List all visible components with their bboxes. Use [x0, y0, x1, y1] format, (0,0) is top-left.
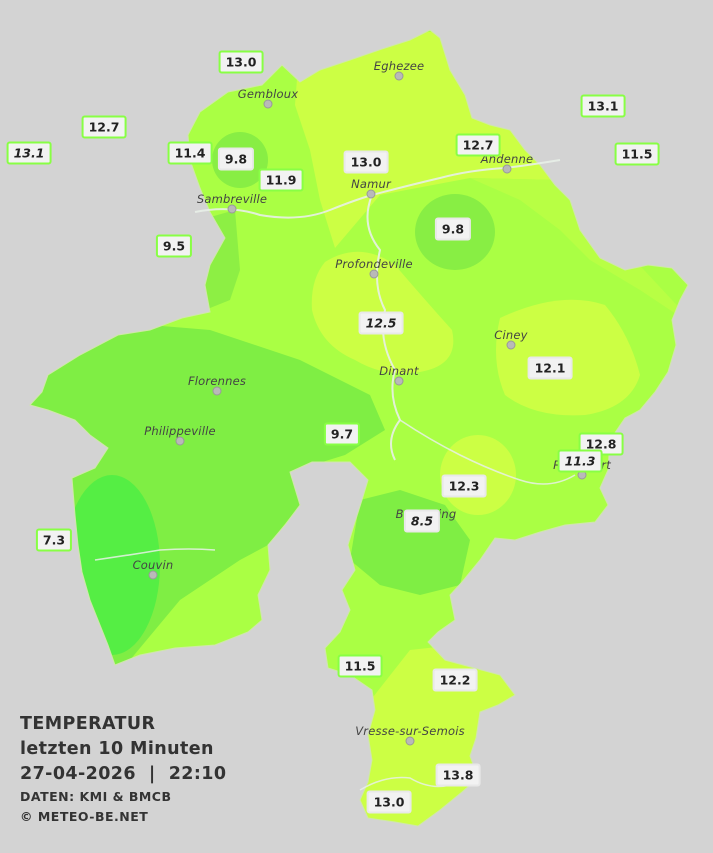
temperature-reading[interactable]: 13.0 — [218, 50, 264, 74]
temperature-reading[interactable]: 12.2 — [432, 668, 478, 692]
city-label: Florennes — [187, 374, 247, 388]
temperature-reading[interactable]: 7.3 — [35, 528, 73, 552]
temperature-reading[interactable]: 9.5 — [155, 234, 193, 258]
city-marker — [175, 436, 185, 446]
city-marker — [227, 204, 237, 214]
temperature-reading[interactable]: 11.5 — [614, 142, 660, 166]
temperature-reading[interactable]: 12.1 — [527, 356, 573, 380]
temperature-reading[interactable]: 12.8 — [578, 432, 624, 456]
temperature-reading[interactable]: 13.8 — [435, 763, 481, 787]
temperature-reading[interactable]: 9.8 — [434, 217, 472, 241]
river-lesse — [399, 419, 576, 485]
city-marker — [394, 376, 404, 386]
city-marker — [506, 340, 516, 350]
province-border — [29, 29, 689, 827]
city-marker — [502, 164, 512, 174]
legend-title: TEMPERATUR — [20, 714, 156, 734]
city-label: Couvin — [132, 558, 174, 572]
city-marker — [148, 570, 158, 580]
temperature-reading[interactable]: 11.4 — [167, 141, 213, 165]
city-label: Gembloux — [237, 87, 299, 101]
city-label: Dinant — [379, 364, 419, 378]
city-marker — [366, 189, 376, 199]
city-label: Eghezee — [373, 59, 425, 73]
city-label: Namur — [351, 177, 391, 191]
cool-zone-south — [350, 490, 470, 595]
temperature-reading[interactable]: 11.9 — [258, 168, 304, 192]
temperature-reading[interactable]: 12.5 — [358, 311, 404, 335]
city-marker — [369, 269, 379, 279]
temperature-reading[interactable]: 11.3 — [557, 449, 603, 473]
temperature-reading[interactable]: 13.1 — [6, 141, 52, 165]
legend-datetime: 27-04-2026 | 22:10 — [20, 764, 227, 784]
temperature-reading[interactable]: 9.7 — [323, 422, 361, 446]
temperature-reading[interactable]: 8.5 — [403, 509, 441, 533]
warm-zone-northeast — [470, 178, 688, 330]
city-label: Ciney — [494, 328, 528, 342]
temperature-reading[interactable]: 13.1 — [580, 94, 626, 118]
city-label: Philippeville — [144, 424, 216, 438]
temperature-reading[interactable]: 12.7 — [455, 133, 501, 157]
city-label: Sambreville — [196, 192, 268, 206]
river-viroin — [94, 548, 216, 561]
city-marker — [212, 386, 222, 396]
city-marker — [405, 736, 415, 746]
legend-copyright: © METEO-BE.NET — [20, 809, 149, 824]
city-marker — [394, 71, 404, 81]
city-label: Vresse-sur-Semois — [355, 724, 465, 738]
river-meuse-north — [371, 159, 561, 196]
temperature-reading[interactable]: 11.5 — [337, 654, 383, 678]
river-meuse-south — [366, 194, 402, 461]
temperature-reading[interactable]: 12.7 — [81, 115, 127, 139]
temperature-reading[interactable]: 13.0 — [343, 150, 389, 174]
temperature-reading[interactable]: 13.0 — [366, 790, 412, 814]
city-label: Profondeville — [335, 257, 413, 271]
temperature-reading[interactable]: 12.3 — [441, 474, 487, 498]
temperature-reading[interactable]: 9.8 — [217, 147, 255, 171]
city-marker — [263, 99, 273, 109]
legend-source: DATEN: KMI & BMCB — [20, 789, 172, 804]
map-legend: TEMPERATUR letzten 10 Minuten 27-04-2026… — [20, 712, 226, 827]
legend-subtitle: letzten 10 Minuten — [20, 739, 214, 759]
